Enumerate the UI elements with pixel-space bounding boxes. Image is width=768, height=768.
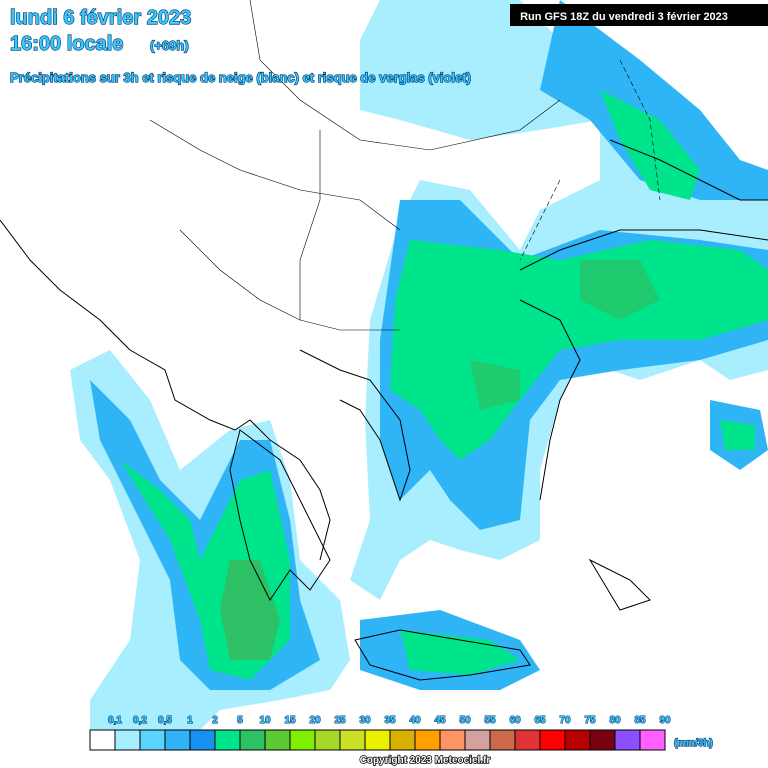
legend-swatch: [439, 729, 466, 751]
legend-swatch: [414, 729, 441, 751]
legend-label: 20: [309, 715, 321, 726]
subtitle: Précipitations sur 3h et risque de neige…: [10, 70, 471, 85]
legend-label: 0,1: [108, 715, 122, 726]
copyright: Copyright 2023 Meteociel.fr: [360, 755, 491, 766]
legend-label: 2: [212, 715, 218, 726]
legend-swatch: [164, 729, 191, 751]
legend: 0,1 0,2 0,5 1 2 5 10 15 20 25 30 35 40 45 50 55 60 65 70 75…: [89, 715, 671, 751]
coastlines: [0, 139, 768, 681]
legend-label: 0,2: [133, 715, 147, 726]
legend-swatch: [289, 729, 316, 751]
legend-swatch: [389, 729, 416, 751]
legend-swatch: [314, 729, 341, 751]
time-title: 16:00 locale: [10, 33, 123, 55]
legend-unit: (mm/3h): [674, 738, 713, 749]
legend-swatch: [514, 729, 541, 751]
legend-label: 35: [384, 715, 396, 726]
legend-label: 50: [459, 715, 471, 726]
legend-swatch: [564, 729, 591, 751]
run-label: Run GFS 18Z du vendredi 3 février 2023: [520, 11, 728, 23]
legend-swatch: [489, 729, 516, 751]
legend-label: 25: [334, 715, 346, 726]
legend-label: 80: [609, 715, 621, 726]
date-title: lundi 6 février 2023: [10, 7, 191, 29]
precipitation: [70, 0, 768, 730]
legend-swatch: [464, 729, 491, 751]
legend-swatch: [589, 729, 616, 751]
legend-label: 90: [659, 715, 671, 726]
legend-swatch: [139, 729, 166, 751]
legend-label: 75: [584, 715, 596, 726]
legend-label: 85: [634, 715, 646, 726]
legend-swatch: [639, 729, 666, 751]
legend-swatch: [239, 729, 266, 751]
legend-label: 45: [434, 715, 446, 726]
legend-label: 0,5: [158, 715, 172, 726]
legend-swatch: [539, 729, 566, 751]
lead-time: (+69h): [150, 38, 189, 53]
legend-swatch: [339, 729, 366, 751]
legend-label: 70: [559, 715, 571, 726]
legend-label: 60: [509, 715, 521, 726]
borders: [149, 0, 661, 331]
legend-swatch: [189, 729, 216, 751]
legend-swatch: [614, 729, 641, 751]
legend-swatch: [214, 729, 241, 751]
legend-label: 10: [259, 715, 271, 726]
run-banner: [510, 4, 768, 26]
legend-label: 55: [484, 715, 496, 726]
legend-label: 65: [534, 715, 546, 726]
legend-label: 30: [359, 715, 371, 726]
legend-swatch: [89, 729, 116, 751]
legend-swatch: [114, 729, 141, 751]
legend-swatch: [264, 729, 291, 751]
legend-label: 5: [237, 715, 243, 726]
legend-swatch: [364, 729, 391, 751]
legend-label: 40: [409, 715, 421, 726]
legend-label: 15: [284, 715, 296, 726]
legend-label: 1: [187, 715, 193, 726]
